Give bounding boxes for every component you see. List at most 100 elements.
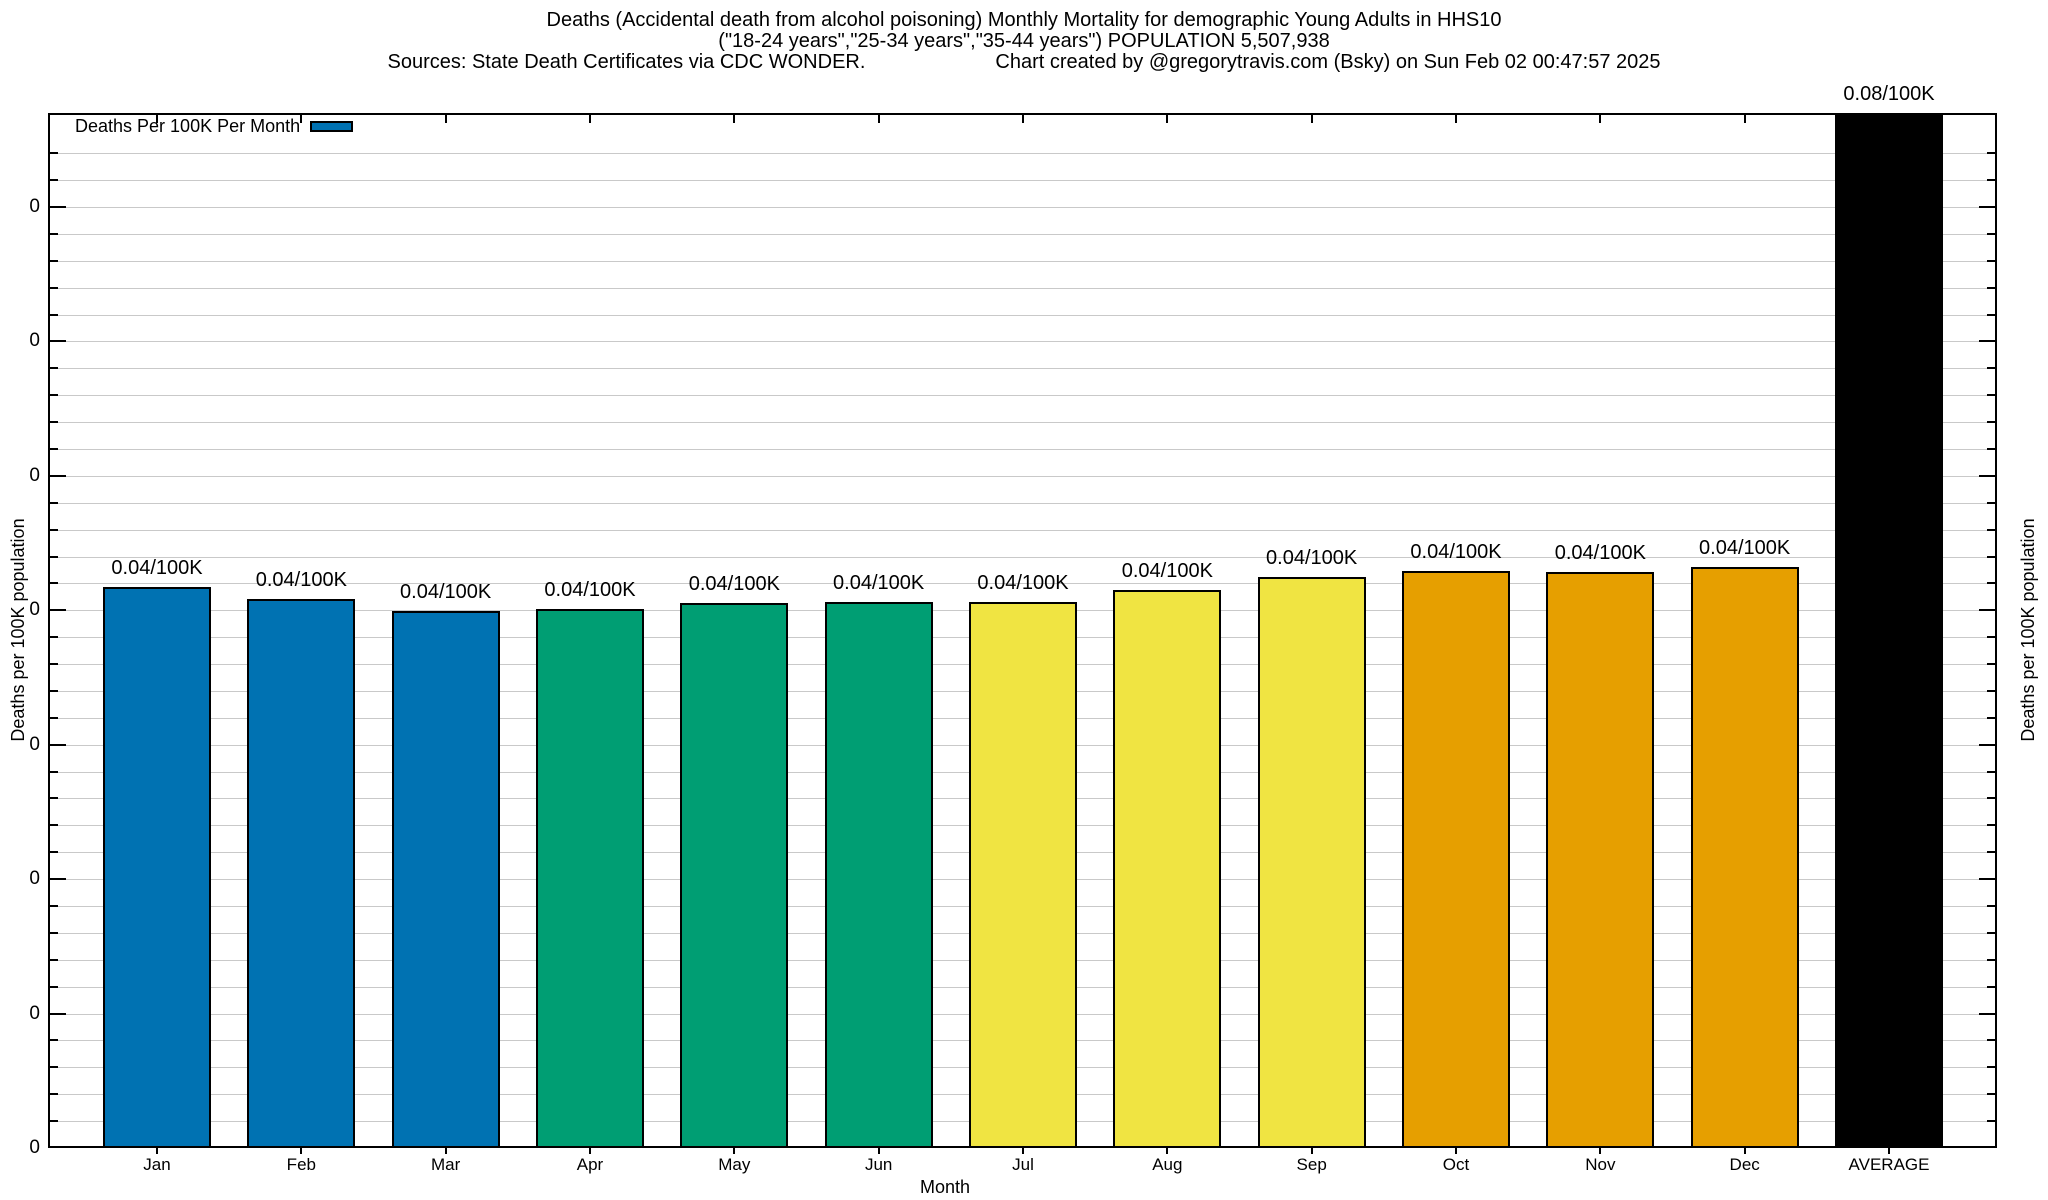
axis-tick [50,1012,66,1015]
y-tick-label: 0 [29,330,40,352]
x-tick-label-aug: Aug [1152,1155,1183,1174]
x-tick-label-feb: Feb [286,1155,316,1174]
axis-tick [1987,582,1995,585]
gridline [50,153,1995,155]
axis-tick [1987,447,1995,450]
bottom-axis-tick [300,1148,303,1154]
axis-tick [50,152,58,155]
axis-tick [50,770,58,773]
gridline [50,664,1995,666]
bottom-axis-tick [1310,1148,1313,1154]
gridline [50,368,1995,370]
gridline [50,744,1995,746]
gridline [50,180,1995,182]
x-axis-label: Month [919,1177,971,1197]
x-tick-label-average: AVERAGE [1848,1155,1930,1174]
axis-tick [1987,851,1995,854]
y-tick-label: 0 [29,196,40,217]
gridline [50,906,1995,908]
sources-text: Sources: State Death Certificates via CD… [387,51,866,73]
gridline [50,932,1995,934]
x-tick-label-jun: Jun [864,1155,893,1174]
gridline [50,502,1995,504]
x-tick-label-sep: Sep [1296,1155,1327,1174]
bottom-axis-tick [1743,1148,1746,1154]
x-tick-label-nov: Nov [1585,1155,1616,1174]
axis-tick [50,582,58,585]
axis-tick [1979,743,1995,746]
axis-tick [50,824,58,827]
axis-tick [1987,313,1995,316]
gridline [50,314,1995,316]
legend: Deaths Per 100K Per Month [75,116,354,137]
gridline [50,1121,1995,1123]
credit-text: Chart created by @gregorytravis.com (Bsk… [995,51,1661,73]
axis-tick [50,609,66,612]
gridline [50,852,1995,854]
axis-tick [50,985,58,988]
x-tick-label-jan: Jan [143,1155,171,1174]
axis-tick [50,851,58,854]
gridline [50,1094,1995,1096]
axis-tick [1987,1066,1995,1069]
axis-tick [50,340,66,343]
axis-tick [1987,770,1995,773]
axis-tick [50,421,58,424]
bottom-axis-tick [444,1148,447,1154]
gridline [50,637,1995,639]
bar-value-label: 0.08/100K [1843,83,1935,105]
axis-tick [1979,1012,1995,1015]
gridline [50,287,1995,289]
gridline [50,879,1995,881]
axis-tick [1987,501,1995,504]
gridline [50,260,1995,262]
bottom-axis-tick [733,1148,736,1154]
axis-tick [1987,663,1995,666]
gridline [50,1013,1995,1015]
axis-tick [50,474,66,477]
axis-tick [1987,179,1995,182]
axis-tick [50,259,58,262]
axis-tick [50,1120,58,1123]
bottom-axis-tick [1888,1148,1890,1154]
axis-tick [1987,985,1995,988]
axis-tick [1987,931,1995,934]
gridline [50,448,1995,450]
axis-tick [50,797,58,800]
bottom-axis-tick [1022,1148,1024,1154]
axis-tick [1987,797,1995,800]
axis-tick [1979,474,1995,477]
gridline [50,233,1995,235]
axis-tick [1987,286,1995,289]
axis-tick [50,931,58,934]
axis-tick [50,528,58,531]
plot-area [48,113,1997,1148]
gridline [50,1067,1995,1069]
axis-tick [1979,609,1995,612]
axis-tick [50,663,58,666]
gridline [50,556,1995,558]
axis-tick [1979,878,1995,881]
gridline [50,798,1995,800]
axis-tick [50,716,58,719]
axis-tick [50,905,58,908]
axis-tick [50,1093,58,1096]
chart-title-line2: ("18-24 years","25-34 years","35-44 year… [718,30,1330,52]
axis-tick [1987,232,1995,235]
gridline [50,610,1995,612]
y-tick-label: 0 [29,464,40,486]
y-tick-label: 0 [29,1002,40,1024]
gridline [50,475,1995,477]
axis-tick [50,555,58,558]
bottom-axis-tick [1599,1148,1602,1154]
gridline [50,529,1995,531]
axis-tick [50,447,58,450]
gridline [50,583,1995,585]
gridline [50,825,1995,827]
axis-tick [1987,636,1995,639]
chart-title-line3: Sources: State Death Certificates via CD… [0,52,2048,73]
axis-tick [50,689,58,692]
x-tick-label-mar: Mar [431,1155,461,1174]
axis-tick [50,1066,58,1069]
